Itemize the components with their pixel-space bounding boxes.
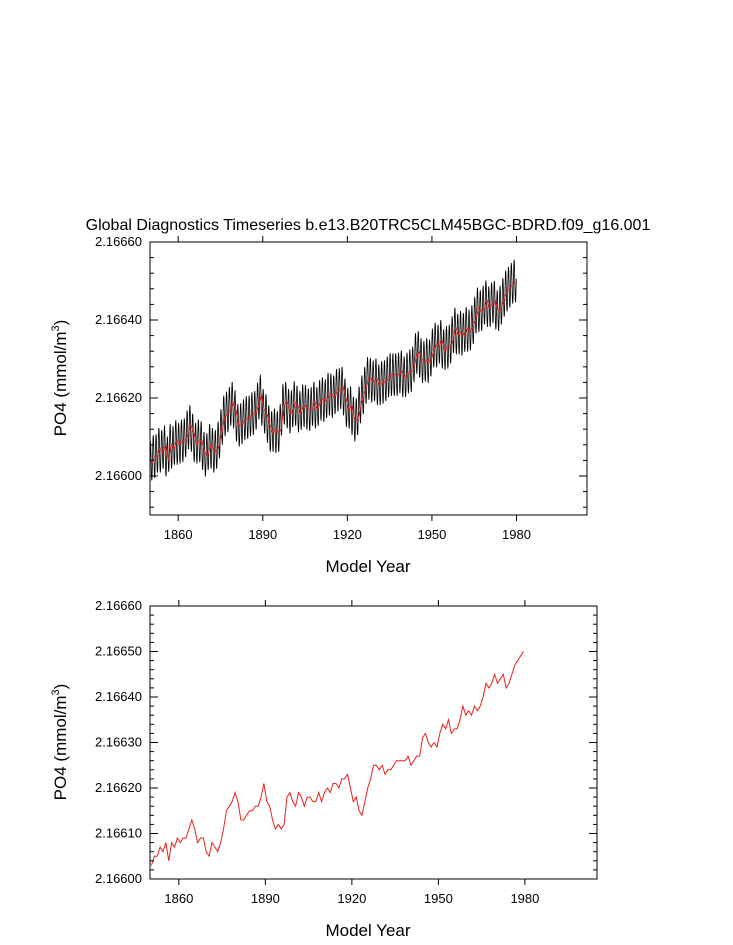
annual-series-line xyxy=(150,651,524,866)
y-tick-label: 2.16630 xyxy=(95,735,142,750)
y-tick-label: 2.16620 xyxy=(95,780,142,795)
annual-series-line xyxy=(150,651,524,866)
annual-series-line xyxy=(150,280,516,465)
y-axis-title: PO4 (mmol/m3) xyxy=(50,320,70,437)
y-tick-label: 2.16640 xyxy=(95,312,142,327)
y-axis-ticks: 2.16600 2.16620 2.16640 2.16660 xyxy=(95,234,587,508)
chart-title: Global Diagnostics Timeseries b.e13.B20T… xyxy=(86,217,651,234)
y-tick-label: 2.16600 xyxy=(95,871,142,886)
x-axis-title: Model Year xyxy=(325,921,410,940)
x-tick-label: 1980 xyxy=(502,527,531,542)
x-axis-ticks: 1860 1890 1920 1950 1980 xyxy=(164,236,531,542)
x-tick-label: 1860 xyxy=(164,527,193,542)
top-timeseries-chart: 2.16600 2.16620 2.16640 2.16660 1860 1890 192… xyxy=(50,234,588,576)
x-tick-label: 1920 xyxy=(337,891,366,906)
x-axis-title: Model Year xyxy=(325,557,410,576)
monthly-series-line xyxy=(149,259,517,481)
annual-series-line xyxy=(150,280,516,465)
x-tick-label: 1920 xyxy=(333,527,362,542)
y-tick-label: 2.16640 xyxy=(95,689,142,704)
y-axis-ticks: 2.16600 2.16610 2.16620 2.16630 2.16640 2.166… xyxy=(95,598,597,886)
x-tick-label: 1860 xyxy=(164,891,193,906)
x-tick-label: 1950 xyxy=(424,891,453,906)
x-axis-ticks: 1860 1890 1920 1950 1980 xyxy=(164,600,539,906)
y-tick-label: 2.16660 xyxy=(95,234,142,249)
y-tick-label: 2.16650 xyxy=(95,644,142,659)
x-tick-label: 1890 xyxy=(248,527,277,542)
x-tick-label: 1980 xyxy=(510,891,539,906)
x-tick-label: 1950 xyxy=(417,527,446,542)
plot-frame xyxy=(149,241,588,516)
y-tick-label: 2.16600 xyxy=(95,468,142,483)
bottom-timeseries-chart: 2.16600 2.16610 2.16620 2.16630 2.16640 2.166… xyxy=(50,598,598,940)
monthly-series-line xyxy=(149,259,517,481)
x-tick-label: 1890 xyxy=(251,891,280,906)
y-axis-title: PO4 (mmol/m3) xyxy=(50,684,70,801)
y-tick-label: 2.16620 xyxy=(95,390,142,405)
y-tick-label: 2.16610 xyxy=(95,826,142,841)
y-tick-label: 2.16660 xyxy=(95,598,142,613)
plot-frame xyxy=(149,605,598,880)
